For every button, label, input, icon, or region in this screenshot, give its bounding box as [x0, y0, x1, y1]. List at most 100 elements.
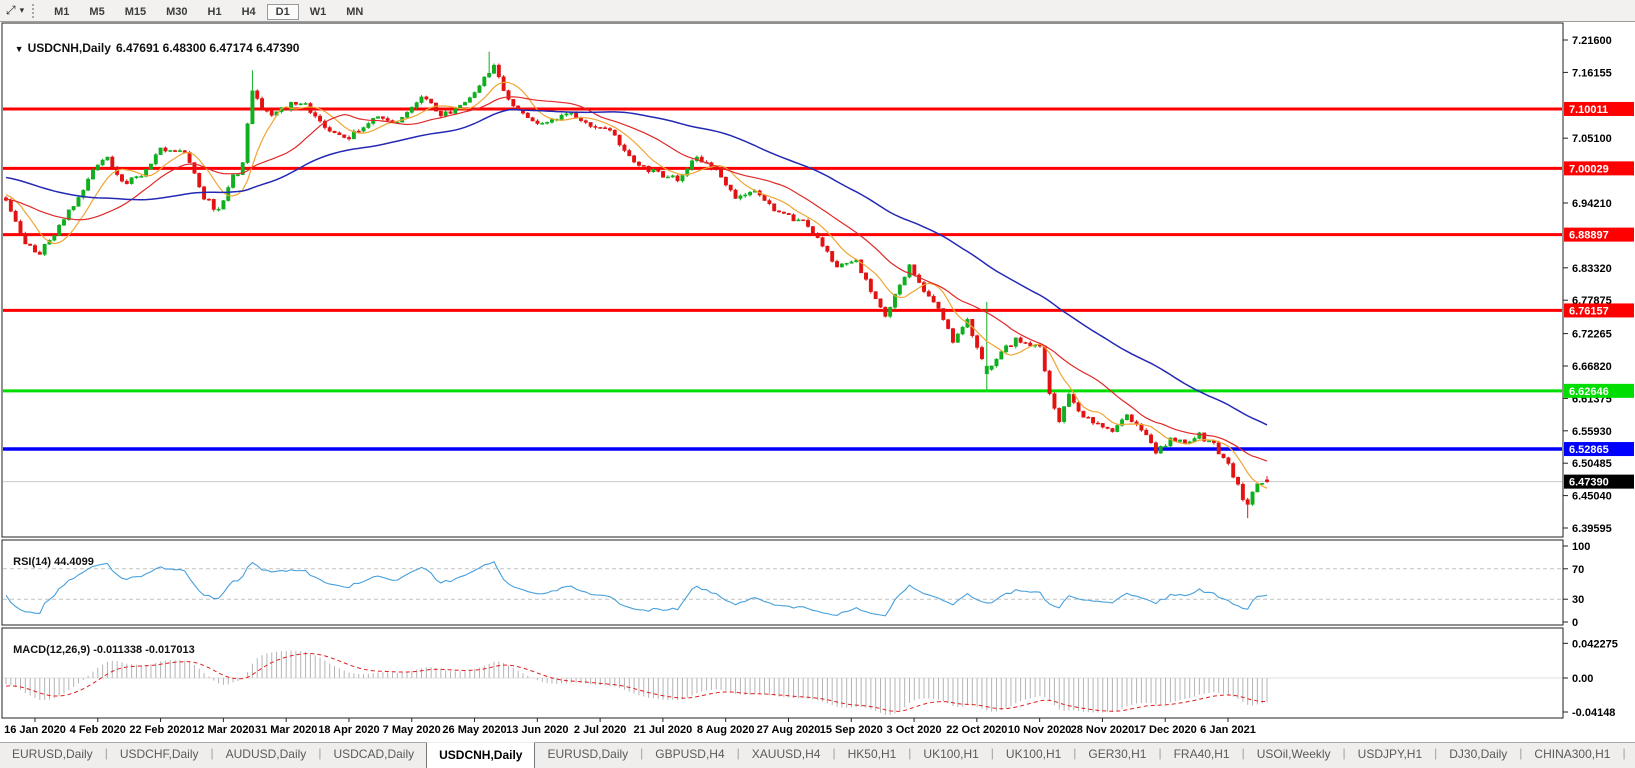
price-tag-6.88897: 6.88897 — [1564, 227, 1634, 242]
timeframe-button-M15[interactable]: M15 — [124, 5, 147, 18]
timeframe-button-M30[interactable]: M30 — [166, 5, 188, 18]
rsi-axis-label: 30 — [1572, 594, 1584, 606]
chart-tab-usdcad-daily[interactable]: USDCAD,Daily — [333, 747, 415, 761]
time-axis-label: 31 Mar 2020 — [255, 724, 317, 736]
timeframe-button-H4[interactable]: H4 — [241, 5, 256, 18]
chevron-down-icon[interactable]: ▾ — [19, 5, 25, 15]
time-axis-label: 2 Jul 2020 — [574, 724, 627, 736]
chart-canvas[interactable]: 7.216007.161557.051006.942106.833206.778… — [0, 0, 1635, 742]
price-axis-label: 6.94210 — [1572, 198, 1612, 210]
svg-text:6.47390: 6.47390 — [1569, 477, 1609, 489]
chart-tab-usdcnh-daily[interactable]: USDCNH,Daily — [426, 742, 536, 768]
chart-tab-usoil-weekly[interactable]: USOil,Weekly — [1256, 747, 1331, 761]
chart-ohlc-values: 6.47691 6.48300 6.47174 6.47390 — [115, 41, 300, 55]
rsi-indicator-label: RSI(14) 44.4099 — [7, 544, 94, 568]
chart-tab-usdjpy-h1[interactable]: USDJPY,H1 — [1357, 747, 1423, 761]
price-axis-label: 7.21600 — [1572, 35, 1612, 47]
timeframe-button-D1[interactable]: D1 — [266, 3, 299, 20]
toolbar-grip[interactable] — [32, 3, 37, 18]
chart-tab-dj30-daily[interactable]: DJ30,Daily — [1449, 747, 1508, 761]
macd-pane[interactable] — [1, 627, 1564, 719]
time-axis-label: 7 May 2020 — [383, 724, 441, 736]
tab-separator: | — [1622, 746, 1626, 760]
collapse-triangle-icon[interactable]: ▼ — [14, 44, 24, 54]
time-axis-label: 27 Aug 2020 — [757, 724, 821, 736]
chart-tab-uk100-h1[interactable]: UK100,H1 — [923, 747, 979, 761]
ma-mid-line — [5, 96, 1268, 462]
chart-tab-eurusd-daily[interactable]: EURUSD,Daily — [12, 747, 93, 761]
main-chart-pane[interactable] — [1, 22, 1564, 538]
price-tag-6.52865: 6.52865 — [1564, 442, 1634, 457]
chart-tab-usdchf-daily[interactable]: USDCHF,Daily — [119, 747, 199, 761]
chart-tab-gbpusd-h4[interactable]: GBPUSD,H4 — [655, 747, 725, 761]
rsi-line — [5, 560, 1268, 617]
current-price-tag: 6.47390 — [1564, 474, 1634, 489]
tab-separator: | — [908, 746, 912, 760]
tab-separator: | — [318, 746, 322, 760]
price-tag-6.76157: 6.76157 — [1564, 303, 1634, 318]
rsi-axis-label: 100 — [1572, 541, 1590, 553]
chart-symbol-label: USDCNH,Daily — [27, 41, 111, 55]
time-axis-label: 13 Jun 2020 — [506, 724, 568, 736]
macd-signal-line — [5, 653, 1268, 712]
time-axis-label: 12 Mar 2020 — [192, 724, 254, 736]
macd-axis-label: 0.00 — [1572, 673, 1593, 685]
time-axis-label: 4 Feb 2020 — [70, 724, 126, 736]
price-tag-7.10011: 7.10011 — [1564, 101, 1634, 116]
price-axis[interactable]: 7.216007.161557.051006.942106.833206.778… — [1563, 35, 1634, 719]
macd-axis-label: -0.04148 — [1572, 707, 1615, 719]
price-axis-label: 6.66820 — [1572, 361, 1612, 373]
tab-separator: | — [1434, 746, 1438, 760]
time-axis[interactable]: 16 Jan 2020 4 Feb 2020 22 Feb 2020 12 Mar 2… — [4, 718, 1256, 736]
crosshair-cursor-icon[interactable]: ⤢ — [6, 3, 16, 17]
time-axis-label: 28 Nov 2020 — [1071, 724, 1135, 736]
tabs-holder: EURUSD,Daily | USDCHF,Daily | AUDUSD,Daily | U… — [0, 742, 1635, 768]
price-tag-6.62646: 6.62646 — [1564, 383, 1634, 398]
time-axis-label: 16 Jan 2020 — [4, 724, 66, 736]
timeframe-button-M5[interactable]: M5 — [89, 5, 105, 18]
price-axis-label: 6.39595 — [1572, 523, 1612, 535]
time-axis-label: 21 Jul 2020 — [634, 724, 693, 736]
chart-tab-ger30-h1[interactable]: GER30,H1 — [1088, 747, 1147, 761]
timeframe-button-H1[interactable]: H1 — [207, 5, 222, 18]
time-axis-label: 22 Oct 2020 — [946, 724, 1007, 736]
time-axis-label: 8 Aug 2020 — [697, 724, 755, 736]
time-axis-label: 26 May 2020 — [442, 724, 506, 736]
chart-tab-fra40-h1[interactable]: FRA40,H1 — [1173, 747, 1230, 761]
time-axis-label: 3 Oct 2020 — [887, 724, 942, 736]
tab-separator: | — [990, 746, 994, 760]
macd-values: -0.011338 -0.017013 — [93, 644, 195, 656]
price-axis-label: 6.55930 — [1572, 426, 1612, 438]
price-axis-label: 6.72265 — [1572, 329, 1612, 341]
tab-separator: | — [736, 746, 740, 760]
timeframe-button-M1[interactable]: M1 — [54, 5, 70, 18]
macd-axis-label: 0.042275 — [1572, 638, 1618, 650]
time-axis-label: 6 Jan 2021 — [1200, 724, 1256, 736]
chart-tab-uk100-h1[interactable]: UK100,H1 — [1005, 747, 1062, 761]
chart-tab-xauusd-h4[interactable]: XAUUSD,H4 — [751, 747, 821, 761]
price-axis-label: 7.16155 — [1572, 67, 1612, 79]
chart-tab-eurusd-daily[interactable]: EURUSD,Daily — [547, 747, 629, 761]
top-toolbar: ⤢ ▾ M1 M5 M15 M30 H1 H4 D1 W1 MN — [0, 0, 1635, 22]
time-axis-label: 18 Apr 2020 — [318, 724, 379, 736]
ma-slow-line — [5, 108, 1268, 426]
price-axis-label: 6.50485 — [1572, 458, 1612, 470]
tab-separator: | — [1073, 746, 1077, 760]
chart-tab-audusd-daily[interactable]: AUDUSD,Daily — [225, 747, 307, 761]
tab-separator: | — [832, 746, 836, 760]
timeframe-button-MN[interactable]: MN — [346, 5, 364, 18]
chart-tab-china300-h1[interactable]: CHINA300,H1 — [1534, 747, 1611, 761]
svg-text:7.00029: 7.00029 — [1569, 163, 1609, 175]
tab-separator: | — [210, 746, 214, 760]
rsi-pane[interactable] — [1, 539, 1564, 626]
macd-indicator-label: MACD(12,26,9) -0.011338 -0.017013 — [7, 632, 195, 656]
chart-tab-hk50-h1[interactable]: HK50,H1 — [847, 747, 897, 761]
macd-pane-content — [3, 650, 1562, 716]
timeframe-button-W1[interactable]: W1 — [309, 5, 327, 18]
time-axis-label: 15 Sep 2020 — [820, 724, 883, 736]
svg-text:6.76157: 6.76157 — [1569, 305, 1609, 317]
chart-tab-bar: EURUSD,Daily | USDCHF,Daily | AUDUSD,Daily | U… — [0, 742, 1635, 768]
chart-tab-usoil-[interactable]: USOil, — [1626, 743, 1635, 768]
macd-name: MACD(12,26,9) — [13, 644, 91, 656]
